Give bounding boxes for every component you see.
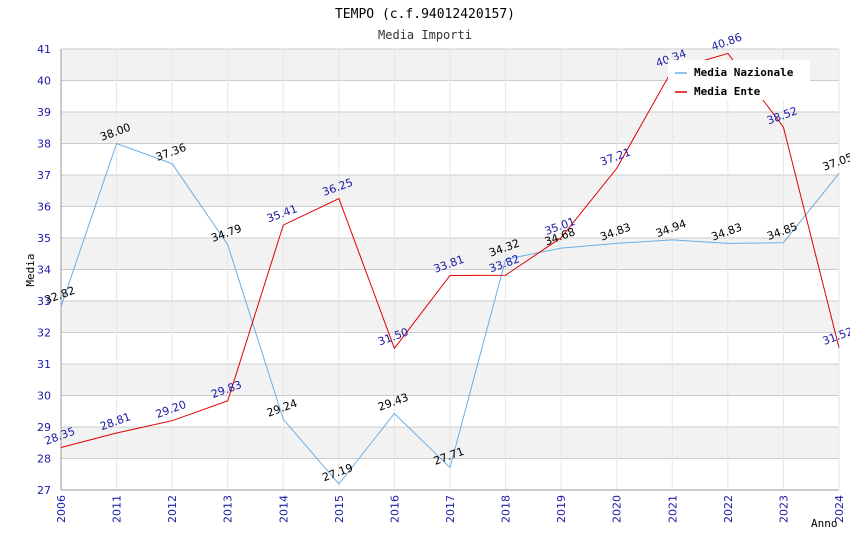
x-tick-2017: 2017 xyxy=(444,495,457,523)
y-tick-38: 38 xyxy=(37,138,51,151)
x-axis-label: Anno xyxy=(811,517,838,530)
x-tick-2018: 2018 xyxy=(500,495,513,523)
x-tick-2013: 2013 xyxy=(222,495,235,523)
x-tick-2006: 2006 xyxy=(55,495,68,523)
x-tick-2016: 2016 xyxy=(388,495,401,523)
series-lines xyxy=(60,52,840,485)
series-line-media-ente xyxy=(60,52,840,448)
x-axis-ticks: 2006 2011 2012 2013 2014 2015 2016 2017 2018 2019… xyxy=(55,495,846,523)
x-tick-2014: 2014 xyxy=(277,495,290,523)
x-tick-2019: 2019 xyxy=(555,495,568,523)
y-tick-35: 35 xyxy=(37,232,51,245)
y-tick-41: 41 xyxy=(37,43,51,56)
y-tick-28: 28 xyxy=(37,453,51,466)
y-tick-30: 30 xyxy=(37,390,51,403)
y-tick-34: 34 xyxy=(37,264,51,277)
y-tick-37: 37 xyxy=(37,169,51,182)
legend-box xyxy=(668,60,810,100)
y-tick-29: 29 xyxy=(37,421,51,434)
x-tick-2021: 2021 xyxy=(666,495,679,523)
legend-label-media-nazionale: Media Nazionale xyxy=(694,66,794,79)
y-tick-33: 33 xyxy=(37,295,51,308)
legend: Media Nazionale Media Ente xyxy=(668,60,810,100)
x-tick-2012: 2012 xyxy=(166,495,179,523)
y-tick-36: 36 xyxy=(37,201,51,214)
y-axis-label: Media xyxy=(24,253,37,286)
x-tick-2022: 2022 xyxy=(722,495,735,523)
legend-label-media-ente: Media Ente xyxy=(694,85,761,98)
x-tick-2020: 2020 xyxy=(611,495,624,523)
y-tick-31: 31 xyxy=(37,358,51,371)
x-tick-2024: 2024 xyxy=(833,495,846,523)
x-tick-2011: 2011 xyxy=(111,495,124,523)
chart-subtitle: Media Importi xyxy=(378,28,472,42)
series-line-media-nazionale xyxy=(60,142,840,485)
y-tick-32: 32 xyxy=(37,327,51,340)
x-tick-2023: 2023 xyxy=(777,495,790,523)
y-tick-27: 27 xyxy=(37,484,51,497)
y-tick-40: 40 xyxy=(37,75,51,88)
x-tick-2015: 2015 xyxy=(333,495,346,523)
y-axis-ticks: 27 28 29 30 31 32 33 34 35 36 37 38 39 40 41 xyxy=(37,43,51,497)
y-tick-39: 39 xyxy=(37,106,51,119)
grid-lines xyxy=(60,48,840,491)
axes xyxy=(60,49,839,491)
chart-title: TEMPO (c.f.94012420157) xyxy=(335,7,515,22)
